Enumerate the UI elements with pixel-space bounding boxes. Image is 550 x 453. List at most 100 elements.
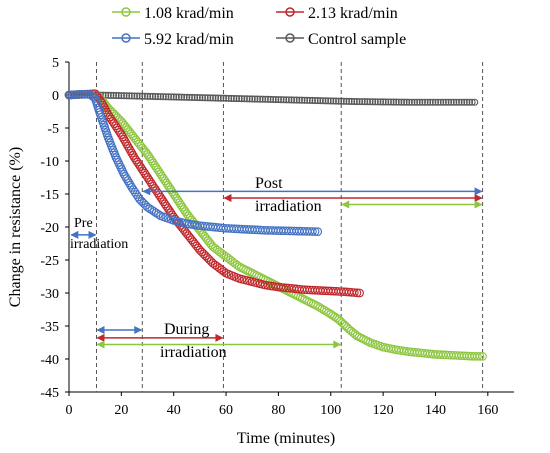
series-3-point-112 xyxy=(358,98,366,106)
series-0-point-49 xyxy=(154,167,164,177)
series-1-point-93 xyxy=(219,267,229,276)
series-3-point-113 xyxy=(361,98,369,106)
series-0-point-50 xyxy=(156,169,165,179)
series-3-point-66 xyxy=(238,95,246,103)
series-0-point-51 xyxy=(157,172,167,181)
series-3-point-116 xyxy=(369,98,377,106)
series-0-point-44 xyxy=(147,156,157,166)
series-3-point-56 xyxy=(212,94,220,102)
series-1-point-47 xyxy=(143,173,152,182)
series-3-point-34 xyxy=(154,93,162,101)
series-1-point-31 xyxy=(120,137,130,146)
series-3-point-148 xyxy=(452,98,460,106)
series-3-point-38 xyxy=(164,93,173,101)
series-3-point-94 xyxy=(311,96,319,105)
series-3-point-115 xyxy=(366,98,374,106)
series-3-point-81 xyxy=(277,96,285,104)
series-3-point-54 xyxy=(206,94,214,102)
series-0 xyxy=(64,89,487,361)
series-3-point-90 xyxy=(301,96,309,104)
series-3-point-99 xyxy=(324,97,332,105)
series-2-point-50 xyxy=(130,187,140,197)
series-1-point-44 xyxy=(138,166,148,176)
series-3-point-84 xyxy=(285,96,293,104)
series-3-point-62 xyxy=(227,94,235,102)
legend-label-series-1: 2.13 krad/min xyxy=(308,5,398,22)
x-tick-label-2: 40 xyxy=(167,403,181,418)
series-0-point-42 xyxy=(144,152,154,161)
series-0-point-60 xyxy=(170,191,180,201)
series-2-point-58 xyxy=(145,204,155,213)
series-3-point-17 xyxy=(109,91,118,100)
x-tick-label-7: 140 xyxy=(425,403,446,418)
series-0-point-52 xyxy=(159,174,168,183)
series-1-point-58 xyxy=(159,197,168,207)
series-0-point-48 xyxy=(153,165,163,175)
series-3-point-92 xyxy=(306,96,314,104)
series-3-point-60 xyxy=(222,94,230,102)
series-3-point-117 xyxy=(371,98,379,106)
series-3-point-28 xyxy=(138,92,146,100)
series-3-point-87 xyxy=(293,96,301,104)
series-3-point-67 xyxy=(240,95,248,103)
series-1-point-21 xyxy=(106,114,116,124)
series-3-point-30 xyxy=(143,92,152,100)
y-tick-label-10: -45 xyxy=(40,386,59,401)
series-3-point-121 xyxy=(382,98,390,106)
series-3-point-46 xyxy=(185,93,193,101)
post-arrow-2.13 xyxy=(223,193,483,202)
legend-item-series-3: Control sample xyxy=(276,31,406,48)
y-ticks: 5 0 -5 -10 -15 -20 -25 -30 -35 -40 -45 xyxy=(40,56,69,401)
series-3-point-57 xyxy=(214,94,222,102)
x-tick-label-8: 160 xyxy=(477,403,498,418)
series-0-point-59 xyxy=(169,189,179,199)
legend: 1.08 krad/min 2.13 krad/min 5.92 krad/mi… xyxy=(112,5,406,48)
series-3-point-88 xyxy=(295,96,303,104)
series-3-point-44 xyxy=(180,93,188,101)
series-3-point-22 xyxy=(123,92,131,100)
legend-item-series-2: 5.92 krad/min xyxy=(112,31,234,48)
series-2-point-48 xyxy=(127,183,137,192)
series-3-point-125 xyxy=(392,98,400,106)
series-3-point-15 xyxy=(104,91,112,99)
y-tick-label-5: -20 xyxy=(40,221,59,236)
series-1-point-54 xyxy=(153,188,163,198)
series-3-point-135 xyxy=(418,98,426,106)
legend-label-series-3: Control sample xyxy=(308,31,406,48)
series-1-point-61 xyxy=(163,203,173,213)
series-3-point-136 xyxy=(421,98,429,106)
series-3-point-20 xyxy=(117,92,125,100)
series-0-point-200 xyxy=(475,352,485,361)
post-arrow-1.08 xyxy=(341,200,483,209)
series-2-point-46 xyxy=(124,178,134,188)
series-1-point-49 xyxy=(146,177,155,187)
series-3-point-23 xyxy=(125,92,133,100)
legend-label-series-2: 5.92 krad/min xyxy=(144,31,234,48)
series-2-point-121 xyxy=(308,227,317,236)
series-3-point-126 xyxy=(395,98,403,106)
series-0-point-62 xyxy=(173,196,183,205)
series-3-point-146 xyxy=(447,98,455,106)
y-tick-label-6: -25 xyxy=(40,254,59,269)
post-arrow-5.92 xyxy=(142,187,483,196)
series-3-point-89 xyxy=(298,96,306,104)
series-3-point-102 xyxy=(332,97,340,105)
series-1-point-40 xyxy=(132,157,142,167)
series-3-point-80 xyxy=(274,96,282,104)
series-3-point-138 xyxy=(426,98,434,106)
series-3-point-27 xyxy=(136,92,144,100)
series-3-point-78 xyxy=(269,95,277,104)
series-3-point-69 xyxy=(246,95,254,103)
series-1-point-32 xyxy=(122,139,131,149)
series-3-point-77 xyxy=(267,95,275,103)
series-3-point-72 xyxy=(253,95,262,103)
series-3-point-75 xyxy=(261,95,269,103)
series-0-point-47 xyxy=(151,163,161,172)
y-tick-label-0: 5 xyxy=(52,56,59,71)
series-3-point-58 xyxy=(217,94,225,102)
series-3-point-33 xyxy=(151,92,159,101)
series-3-point-83 xyxy=(282,96,290,104)
series-3-point-96 xyxy=(316,97,324,105)
series-3-point-36 xyxy=(159,93,167,101)
series-3-point-95 xyxy=(314,97,322,105)
